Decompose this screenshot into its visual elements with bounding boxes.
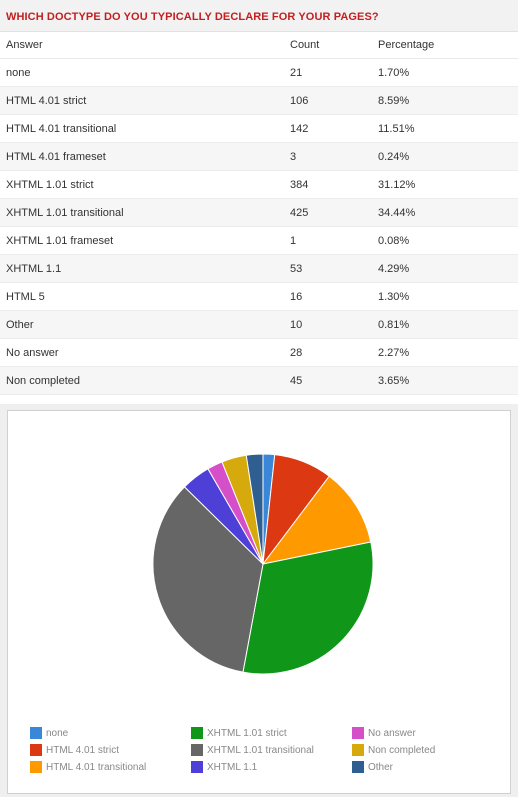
percentage-cell: 11.51% bbox=[372, 114, 518, 143]
pie-slice-xhtml-1-01-transitional bbox=[152, 486, 264, 673]
legend-swatch bbox=[30, 744, 42, 756]
answer-cell: none bbox=[0, 58, 284, 87]
table-header-row: Answer Count Percentage bbox=[0, 32, 518, 59]
legend-label: Other bbox=[368, 761, 394, 773]
percentage-cell: 1.70% bbox=[372, 58, 518, 87]
legend-label: HTML 4.01 transitional bbox=[46, 761, 147, 773]
count-cell: 16 bbox=[284, 282, 372, 311]
results-table: Answer Count Percentage none 21 1.70% HTML… bbox=[0, 32, 518, 395]
column-header-answer: Answer bbox=[0, 32, 284, 59]
pie-slice-html-4-01-transitional bbox=[261, 475, 372, 565]
count-cell: 53 bbox=[284, 254, 372, 283]
answer-cell: No answer bbox=[0, 338, 284, 367]
table-row: HTML 5 16 1.30% bbox=[0, 282, 518, 311]
legend-item: Non completed bbox=[352, 744, 435, 756]
legend-swatch bbox=[191, 761, 203, 773]
chart-legend: none HTML 4.01 strict HTML 4.01 transition… bbox=[8, 411, 512, 795]
answer-cell: XHTML 1.1 bbox=[0, 254, 284, 283]
legend-label: HTML 4.01 strict bbox=[46, 744, 119, 756]
percentage-cell: 0.81% bbox=[372, 310, 518, 339]
percentage-cell: 4.29% bbox=[372, 254, 518, 283]
count-cell: 3 bbox=[284, 142, 372, 171]
count-cell: 10 bbox=[284, 310, 372, 339]
percentage-cell: 2.27% bbox=[372, 338, 518, 367]
legend-item: Other bbox=[352, 761, 393, 773]
poll-title: WHICH DOCTYPE DO YOU TYPICALLY DECLARE F… bbox=[6, 11, 379, 23]
pie-chart-panel: none HTML 4.01 strict HTML 4.01 transition… bbox=[7, 410, 511, 794]
answer-cell: HTML 4.01 transitional bbox=[0, 114, 284, 143]
answer-cell: Other bbox=[0, 310, 284, 339]
table-row: none 21 1.70% bbox=[0, 58, 518, 87]
legend-label: Non completed bbox=[368, 744, 436, 756]
percentage-cell: 3.65% bbox=[372, 366, 518, 395]
legend-swatch bbox=[352, 744, 364, 756]
table-row: XHTML 1.01 strict 384 31.12% bbox=[0, 170, 518, 199]
legend-item: XHTML 1.1 bbox=[191, 761, 257, 773]
legend-label: No answer bbox=[368, 727, 416, 739]
legend-label: none bbox=[46, 727, 69, 739]
count-cell: 384 bbox=[284, 170, 372, 199]
legend-swatch bbox=[30, 727, 42, 739]
legend-item: HTML 4.01 strict bbox=[30, 744, 119, 756]
legend-item: XHTML 1.01 transitional bbox=[191, 744, 314, 756]
table-row: Other 10 0.81% bbox=[0, 310, 518, 339]
legend-label: XHTML 1.01 strict bbox=[207, 727, 287, 739]
legend-item: No answer bbox=[352, 727, 416, 739]
answer-cell: HTML 4.01 frameset bbox=[0, 142, 284, 171]
legend-swatch bbox=[352, 727, 364, 739]
column-header-count: Count bbox=[284, 32, 372, 59]
column-header-percentage: Percentage bbox=[372, 32, 518, 59]
answer-cell: HTML 5 bbox=[0, 282, 284, 311]
answer-cell: XHTML 1.01 strict bbox=[0, 170, 284, 199]
count-cell: 425 bbox=[284, 198, 372, 227]
percentage-cell: 1.30% bbox=[372, 282, 518, 311]
table-row: XHTML 1.01 frameset 1 0.08% bbox=[0, 226, 518, 255]
answer-cell: HTML 4.01 strict bbox=[0, 86, 284, 115]
table-row: HTML 4.01 strict 106 8.59% bbox=[0, 86, 518, 115]
table-row: No answer 28 2.27% bbox=[0, 338, 518, 367]
table-row: HTML 4.01 transitional 142 11.51% bbox=[0, 114, 518, 143]
percentage-cell: 31.12% bbox=[372, 170, 518, 199]
pie-chart bbox=[152, 453, 374, 675]
legend-swatch bbox=[191, 744, 203, 756]
legend-item: HTML 4.01 transitional bbox=[30, 761, 146, 773]
percentage-cell: 34.44% bbox=[372, 198, 518, 227]
legend-swatch bbox=[191, 727, 203, 739]
pie-slice-other bbox=[245, 453, 264, 565]
count-cell: 28 bbox=[284, 338, 372, 367]
poll-header: WHICH DOCTYPE DO YOU TYPICALLY DECLARE F… bbox=[0, 0, 518, 32]
answer-cell: XHTML 1.01 transitional bbox=[0, 198, 284, 227]
count-cell: 1 bbox=[284, 226, 372, 255]
legend-item: none bbox=[30, 727, 68, 739]
percentage-cell: 8.59% bbox=[372, 86, 518, 115]
count-cell: 45 bbox=[284, 366, 372, 395]
percentage-cell: 0.24% bbox=[372, 142, 518, 171]
chart-area: none HTML 4.01 strict HTML 4.01 transition… bbox=[0, 404, 518, 797]
pie-slice-xhtml-1-01-strict bbox=[242, 541, 374, 675]
legend-label: XHTML 1.01 transitional bbox=[207, 744, 314, 756]
legend-item: XHTML 1.01 strict bbox=[191, 727, 287, 739]
table-row: XHTML 1.01 transitional 425 34.44% bbox=[0, 198, 518, 227]
answer-cell: XHTML 1.01 frameset bbox=[0, 226, 284, 255]
percentage-cell: 0.08% bbox=[372, 226, 518, 255]
legend-swatch bbox=[352, 761, 364, 773]
table-row: XHTML 1.1 53 4.29% bbox=[0, 254, 518, 283]
count-cell: 106 bbox=[284, 86, 372, 115]
table-row: HTML 4.01 frameset 3 0.24% bbox=[0, 142, 518, 171]
legend-label: XHTML 1.1 bbox=[207, 761, 258, 773]
answer-cell: Non completed bbox=[0, 366, 284, 395]
count-cell: 21 bbox=[284, 58, 372, 87]
legend-swatch bbox=[30, 761, 42, 773]
table-row: Non completed 45 3.65% bbox=[0, 366, 518, 395]
count-cell: 142 bbox=[284, 114, 372, 143]
